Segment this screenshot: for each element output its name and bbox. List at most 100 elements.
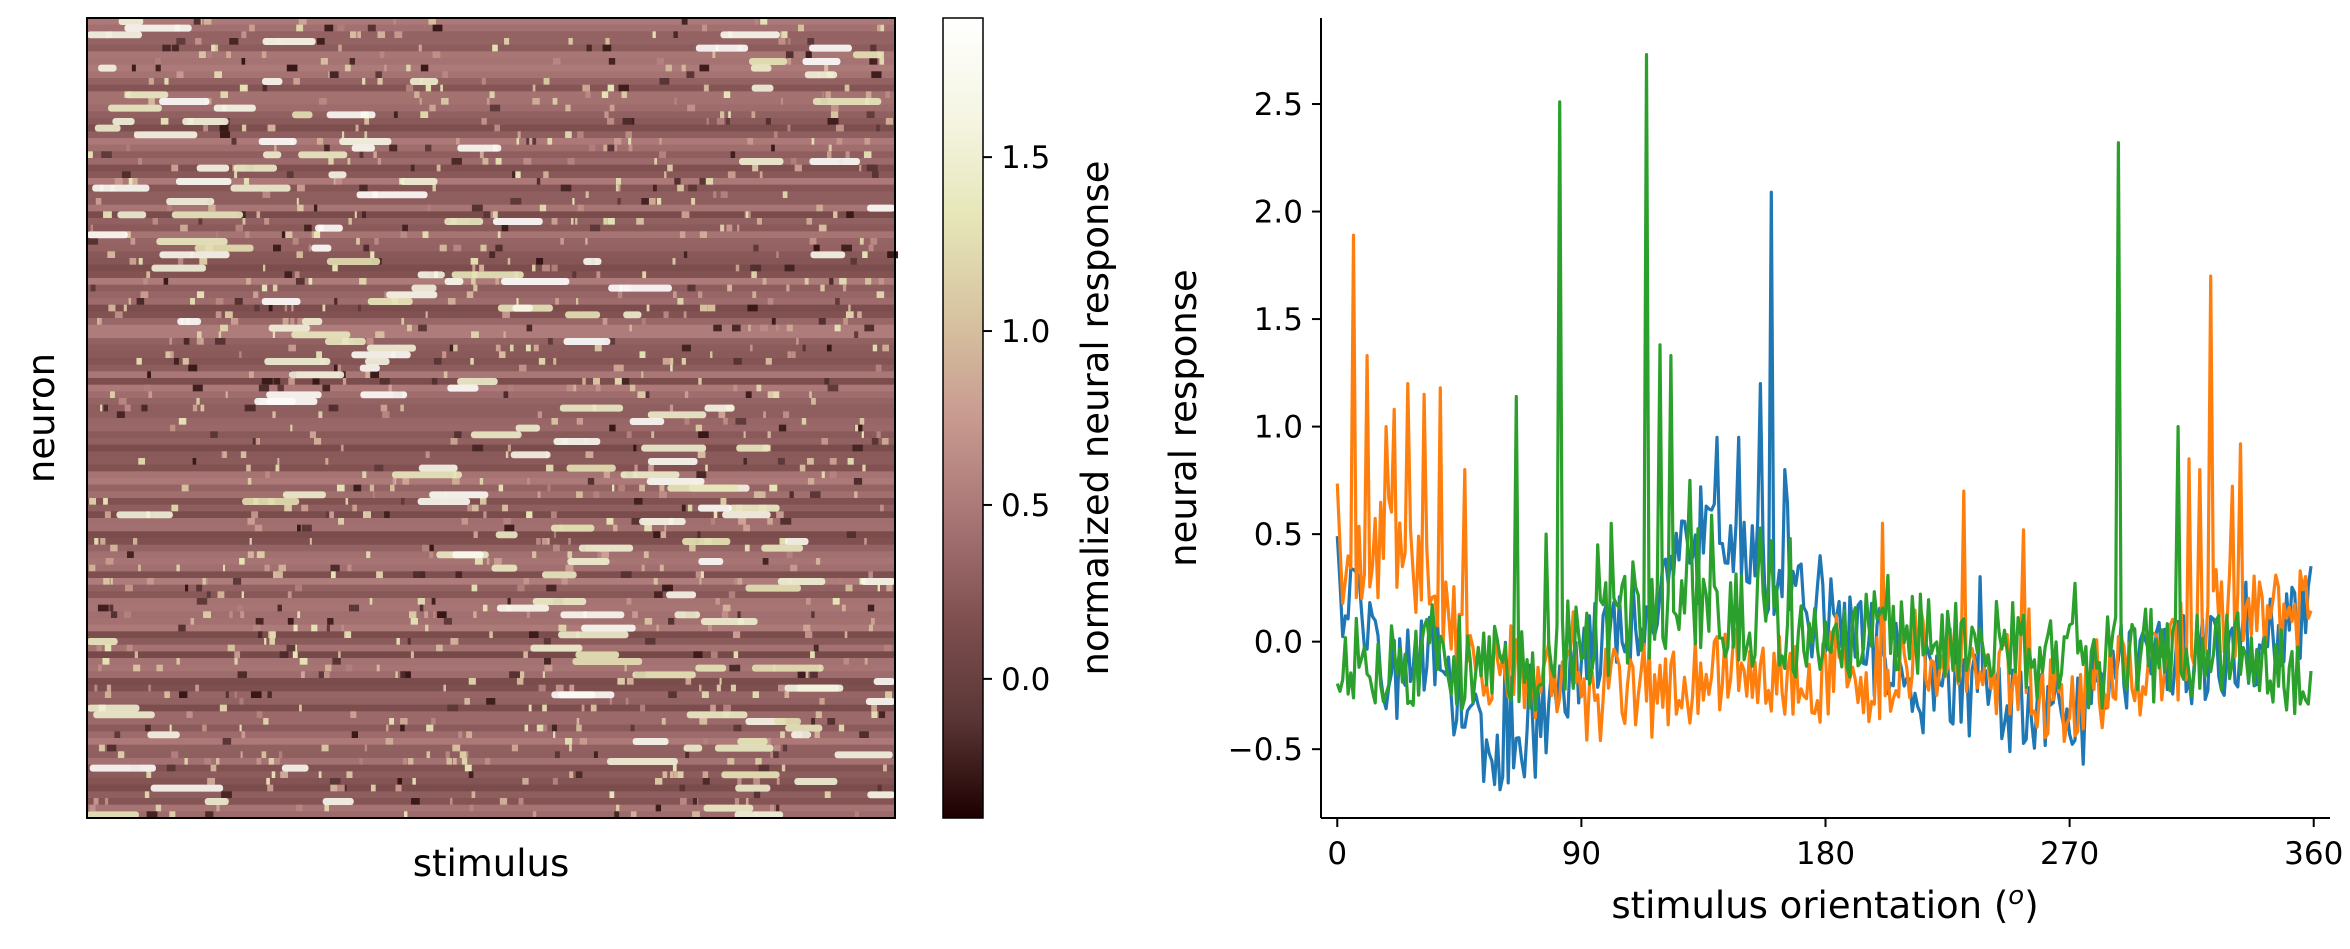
heatmap-cell bbox=[738, 518, 746, 525]
heatmap-cell bbox=[498, 484, 504, 492]
heatmap-cell bbox=[659, 138, 662, 145]
heatmap-cell bbox=[732, 631, 741, 639]
heatmap-highlight bbox=[108, 104, 162, 112]
heatmap-row bbox=[87, 324, 895, 332]
heatmap-row bbox=[87, 351, 895, 359]
heatmap-cell bbox=[868, 571, 873, 579]
heatmap-cell bbox=[783, 411, 790, 419]
heatmap-cell bbox=[546, 464, 554, 472]
heatmap-cell bbox=[811, 611, 815, 619]
heatmap-highlight bbox=[632, 738, 669, 745]
heatmap-cell bbox=[188, 364, 198, 372]
heatmap-cell bbox=[555, 684, 564, 692]
heatmap-cell bbox=[155, 804, 162, 812]
heatmap-cell bbox=[362, 78, 366, 85]
heatmap-cell bbox=[237, 604, 243, 612]
heatmap-cell bbox=[148, 78, 154, 85]
heatmap-cell bbox=[606, 518, 614, 525]
heatmap-row bbox=[87, 71, 895, 79]
heatmap-cell bbox=[697, 451, 706, 459]
heatmap-cell bbox=[169, 338, 173, 345]
heatmap-cell bbox=[653, 578, 658, 585]
heatmap-cell bbox=[862, 251, 868, 259]
heatmap-cell bbox=[613, 144, 618, 152]
heatmap-row bbox=[87, 804, 895, 812]
heatmap-cell bbox=[615, 184, 619, 192]
series-line-3 bbox=[1335, 52, 2313, 716]
heatmap-highlight bbox=[777, 578, 826, 585]
heatmap-cell bbox=[526, 478, 530, 485]
heatmap-cell bbox=[722, 604, 731, 612]
heatmap-cell bbox=[543, 638, 551, 645]
heatmap-highlight bbox=[470, 431, 522, 439]
heatmap-cell bbox=[389, 718, 395, 725]
heatmap-cell bbox=[277, 604, 282, 612]
heatmap-cell bbox=[551, 418, 558, 425]
heatmap-cell bbox=[287, 618, 294, 625]
heatmap-highlight bbox=[242, 498, 300, 505]
heatmap-cell bbox=[687, 504, 693, 512]
heatmap-row bbox=[87, 711, 895, 719]
heatmap-cell bbox=[316, 351, 323, 359]
heatmap-cell bbox=[876, 24, 881, 32]
heatmap-cell bbox=[859, 731, 869, 739]
heatmap-cell bbox=[337, 24, 345, 32]
heatmap-cell bbox=[264, 564, 270, 572]
heatmap-highlight bbox=[356, 191, 428, 199]
heatmap-row bbox=[87, 684, 895, 692]
heatmap-cell bbox=[569, 684, 575, 692]
heatmap-highlight bbox=[386, 291, 438, 299]
heatmap-cell bbox=[626, 431, 632, 439]
heatmap-cell bbox=[308, 278, 313, 285]
heatmap-cell bbox=[806, 218, 813, 225]
heatmap-cell bbox=[844, 84, 850, 92]
heatmap-highlight bbox=[641, 444, 707, 452]
heatmap-cell bbox=[508, 384, 514, 392]
heatmap-cell bbox=[588, 144, 596, 152]
heatmap-cell bbox=[663, 311, 669, 319]
heatmap-cell bbox=[200, 404, 205, 412]
heatmap-cell bbox=[192, 458, 197, 465]
heatmap-row bbox=[87, 531, 895, 539]
heatmap-cell bbox=[297, 524, 301, 532]
heatmap-cell bbox=[272, 331, 276, 339]
heatmap-cell bbox=[681, 358, 686, 365]
heatmap-row bbox=[87, 278, 895, 285]
heatmap-cell bbox=[425, 144, 432, 152]
heatmap-cell bbox=[211, 44, 216, 52]
heatmap-cell bbox=[698, 378, 702, 385]
heatmap-cell bbox=[790, 564, 798, 572]
heatmap-cell bbox=[494, 558, 502, 565]
heatmap-row bbox=[87, 78, 895, 85]
heatmap-cell bbox=[503, 518, 511, 525]
heatmap-cell bbox=[261, 51, 267, 59]
heatmap-cell bbox=[376, 571, 383, 579]
heatmap-cell bbox=[576, 724, 582, 732]
heatmap-cell bbox=[422, 544, 430, 552]
heatmap-row bbox=[87, 764, 895, 772]
heatmap-highlight bbox=[87, 231, 128, 239]
x-tick-label: 90 bbox=[1562, 836, 1601, 872]
heatmap-cell bbox=[528, 704, 532, 712]
heatmap-cell bbox=[757, 491, 766, 499]
heatmap-cell bbox=[754, 18, 759, 25]
heatmap-cell bbox=[231, 138, 237, 145]
heatmap-cell bbox=[181, 484, 189, 492]
heatmap-cell bbox=[645, 391, 650, 399]
heatmap-row bbox=[87, 131, 895, 139]
heatmap-cell bbox=[805, 631, 813, 639]
heatmap-cell bbox=[349, 58, 356, 65]
heatmap-cell bbox=[138, 458, 146, 465]
heatmap-cell bbox=[471, 584, 478, 592]
heatmap-cell bbox=[659, 564, 664, 572]
heatmap-highlight bbox=[266, 391, 322, 399]
heatmap-highlight bbox=[92, 184, 150, 192]
heatmap-cell bbox=[352, 504, 357, 512]
heatmap-cell bbox=[138, 564, 141, 572]
heatmap-cell bbox=[680, 798, 687, 805]
heatmap-cell bbox=[241, 58, 246, 65]
heatmap-cell bbox=[509, 671, 520, 679]
heatmap-cell bbox=[692, 811, 700, 819]
heatmap-cell bbox=[780, 518, 792, 525]
heatmap-row bbox=[87, 398, 895, 405]
